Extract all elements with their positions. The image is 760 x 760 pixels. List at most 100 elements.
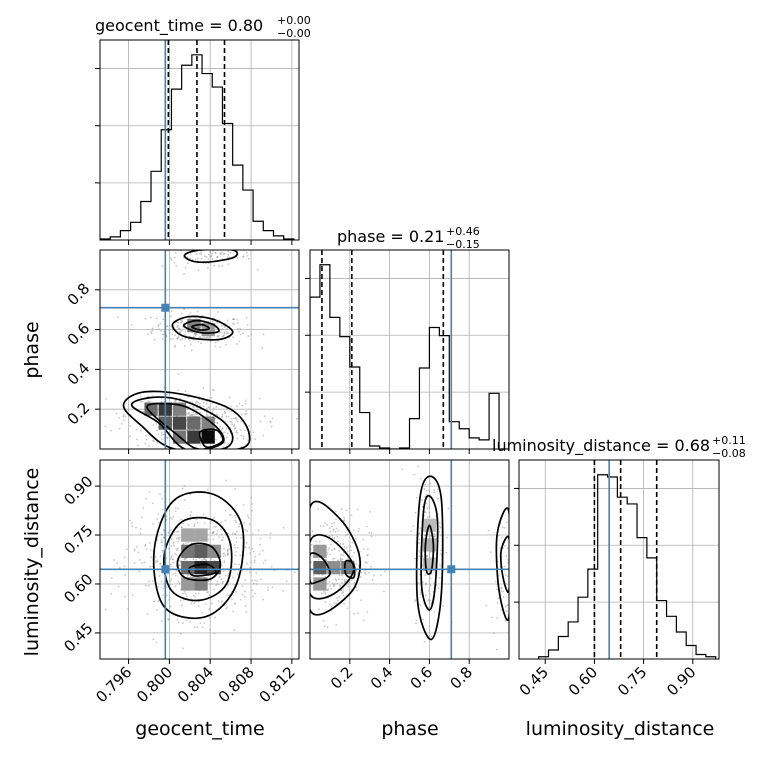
panel-luminosity-distance-vs-geocent-time-ytick-label: 0.90 [60, 472, 96, 508]
panel-phase-vs-geocent-time-sample-point [221, 251, 223, 254]
panel-luminosity-distance-vs-geocent-time-sample-point [267, 589, 269, 591]
panel-luminosity-distance-vs-phase-sample-point [428, 489, 431, 492]
panel-luminosity-distance-vs-geocent-time-sample-point [192, 594, 195, 597]
panel-luminosity-distance-vs-geocent-time-sample-point [224, 519, 227, 522]
panel-luminosity-distance-vs-phase-sample-point [373, 574, 375, 577]
panel-phase-vs-geocent-time-sample-point [220, 331, 222, 334]
panel-luminosity-distance-vs-geocent-time-sample-point [234, 519, 237, 522]
panel-phase-vs-geocent-time-sample-point [223, 431, 226, 434]
panel-luminosity-distance-vs-phase-sample-point [324, 522, 327, 525]
panel-phase-vs-geocent-time-sample-point [200, 257, 203, 260]
panel-luminosity-distance-vs-geocent-time-sample-point [172, 544, 175, 547]
panel-luminosity-distance-vs-geocent-time-sample-point [179, 632, 182, 635]
panel-phase-vs-geocent-time-sample-point [230, 417, 233, 420]
panel-phase-vs-geocent-time-sample-point [262, 434, 265, 437]
panel-luminosity-distance-vs-geocent-time-sample-point [233, 543, 236, 546]
panel-phase-vs-geocent-time-sample-point [232, 322, 234, 325]
panel-phase-vs-geocent-time-sample-point [205, 402, 208, 405]
panel-luminosity-distance-vs-geocent-time-sample-point [251, 589, 254, 592]
hist-phase-axes [305, 250, 509, 454]
panel-luminosity-distance-vs-geocent-time-sample-point [183, 557, 186, 560]
panel-luminosity-distance-vs-geocent-time-density-cell [194, 561, 208, 575]
panel-luminosity-distance-vs-geocent-time-sample-point [220, 528, 222, 531]
panel-luminosity-distance-vs-phase-sample-point [327, 548, 330, 551]
panel-luminosity-distance-vs-geocent-time-sample-point [124, 595, 126, 598]
panel-luminosity-distance-vs-geocent-time-sample-point [196, 521, 199, 524]
panel-luminosity-distance-vs-geocent-time-sample-point [139, 532, 142, 535]
panel-phase-vs-geocent-time-sample-point [205, 336, 208, 339]
panel-luminosity-distance-vs-phase-sample-point [485, 604, 488, 607]
panel-luminosity-distance-vs-geocent-time-sample-point [282, 526, 285, 529]
panel-phase-vs-geocent-time-sample-point [227, 443, 230, 445]
panel-luminosity-distance-vs-geocent-time-sample-point [162, 587, 165, 590]
panel-luminosity-distance-vs-phase-sample-point [346, 533, 349, 536]
panel-phase-vs-geocent-time-sample-point [236, 437, 239, 440]
panel-luminosity-distance-vs-geocent-time-sample-point [178, 582, 181, 585]
panel-luminosity-distance-vs-geocent-time-sample-point [282, 589, 285, 592]
panel-phase-vs-geocent-time-sample-point [152, 424, 155, 427]
panel-phase-vs-geocent-time-sample-point [144, 434, 147, 437]
panel-luminosity-distance-vs-phase-contour [415, 475, 444, 641]
panel-luminosity-distance-vs-phase-sample-point [506, 604, 509, 607]
panel-luminosity-distance-vs-geocent-time-sample-point [133, 548, 136, 551]
panel-phase-vs-geocent-time-sample-point [173, 475, 175, 477]
panel-phase-vs-geocent-time-sample-point [202, 405, 205, 408]
panel-luminosity-distance-vs-phase-sample-point [345, 534, 348, 536]
panel-luminosity-distance-vs-phase-sample-point [364, 573, 367, 575]
panel-luminosity-distance-vs-phase-sample-point [439, 553, 442, 555]
panel-phase-vs-geocent-time-sample-point [200, 342, 202, 345]
panel-luminosity-distance-vs-phase-xtick-label: 0.4 [367, 663, 397, 693]
panel-luminosity-distance-vs-geocent-time-sample-point [251, 547, 254, 550]
panel-luminosity-distance-vs-phase-sample-point [353, 581, 356, 584]
panel-luminosity-distance-vs-phase-sample-point [299, 577, 301, 579]
panel-luminosity-distance-vs-geocent-time-sample-point [259, 537, 262, 540]
panel-phase-vs-geocent-time-sample-point [271, 450, 273, 452]
panel-luminosity-distance-vs-phase-sample-point [333, 521, 336, 524]
panel-luminosity-distance-vs-phase-sample-point [330, 605, 333, 608]
panel-luminosity-distance-vs-geocent-time-sample-point [251, 533, 254, 536]
panel-luminosity-distance-vs-geocent-time-sample-point [149, 565, 151, 568]
panel-luminosity-distance-vs-phase-sample-point [325, 559, 327, 562]
panel-luminosity-distance-vs-phase-sample-point [505, 521, 508, 524]
panel-luminosity-distance-vs-geocent-time-sample-point [234, 533, 237, 535]
panel-luminosity-distance-vs-geocent-time-sample-point [159, 562, 162, 565]
panel-phase-vs-geocent-time-sample-point [170, 310, 173, 313]
panel-luminosity-distance-vs-geocent-time-sample-point [179, 536, 182, 539]
panel-phase-vs-geocent-time-sample-point [200, 251, 202, 254]
panel-luminosity-distance-vs-geocent-time-sample-point [187, 541, 189, 544]
panel-luminosity-distance-vs-phase-sample-point [370, 535, 373, 538]
panel-luminosity-distance-vs-phase-sample-point [429, 482, 432, 485]
panel-luminosity-distance-vs-phase-sample-point [489, 551, 492, 553]
panel-luminosity-distance-vs-geocent-time-sample-point [185, 595, 188, 598]
panel-luminosity-distance-vs-geocent-time-sample-point [218, 536, 220, 539]
panel-phase-vs-geocent-time-sample-point [211, 320, 214, 323]
panel-phase-vs-geocent-time-sample-point [151, 327, 154, 330]
panel-phase-vs-geocent-time-sample-point [200, 418, 202, 420]
panel-phase-vs-geocent-time-sample-point [240, 420, 242, 423]
panel-luminosity-distance-vs-phase-contour [495, 507, 509, 621]
panel-phase-vs-geocent-time-sample-point [200, 317, 202, 320]
title-geocent-time-lower: −0.00 [277, 27, 311, 40]
panel-luminosity-distance-vs-phase-sample-point [426, 507, 429, 509]
panel-luminosity-distance-vs-geocent-time-sample-point [138, 570, 141, 573]
panel-luminosity-distance-vs-geocent-time-sample-point [180, 604, 183, 607]
panel-luminosity-distance-vs-phase-sample-point [336, 582, 339, 585]
panel-luminosity-distance-vs-phase-sample-point [513, 551, 515, 553]
panel-luminosity-distance-vs-phase-sample-point [500, 609, 502, 611]
panel-phase-vs-geocent-time-sample-point [240, 413, 243, 416]
panel-phase-vs-geocent-time-sample-point [223, 331, 226, 334]
panel-phase-vs-geocent-time-sample-point [117, 449, 119, 451]
panel-luminosity-distance-vs-phase-sample-point [341, 592, 343, 594]
panel-luminosity-distance-vs-geocent-time-sample-point [170, 528, 172, 531]
panel-phase-vs-geocent-time-sample-point [193, 332, 196, 335]
panel-phase-vs-geocent-time-sample-point [120, 422, 123, 425]
panel-phase-vs-geocent-time-sample-point [238, 402, 241, 405]
panel-luminosity-distance-vs-phase-sample-point [425, 493, 428, 496]
panel-luminosity-distance-vs-geocent-time-sample-point [168, 548, 170, 551]
panel-phase-vs-geocent-time-sample-point [250, 333, 253, 336]
panel-luminosity-distance-vs-phase-sample-point [442, 605, 445, 607]
panel-luminosity-distance-vs-phase-sample-point [370, 565, 373, 568]
panel-luminosity-distance-vs-phase-contour [310, 533, 355, 600]
panel-luminosity-distance-vs-phase-contour [420, 494, 439, 611]
panel-luminosity-distance-vs-phase-sample-point [345, 546, 348, 549]
